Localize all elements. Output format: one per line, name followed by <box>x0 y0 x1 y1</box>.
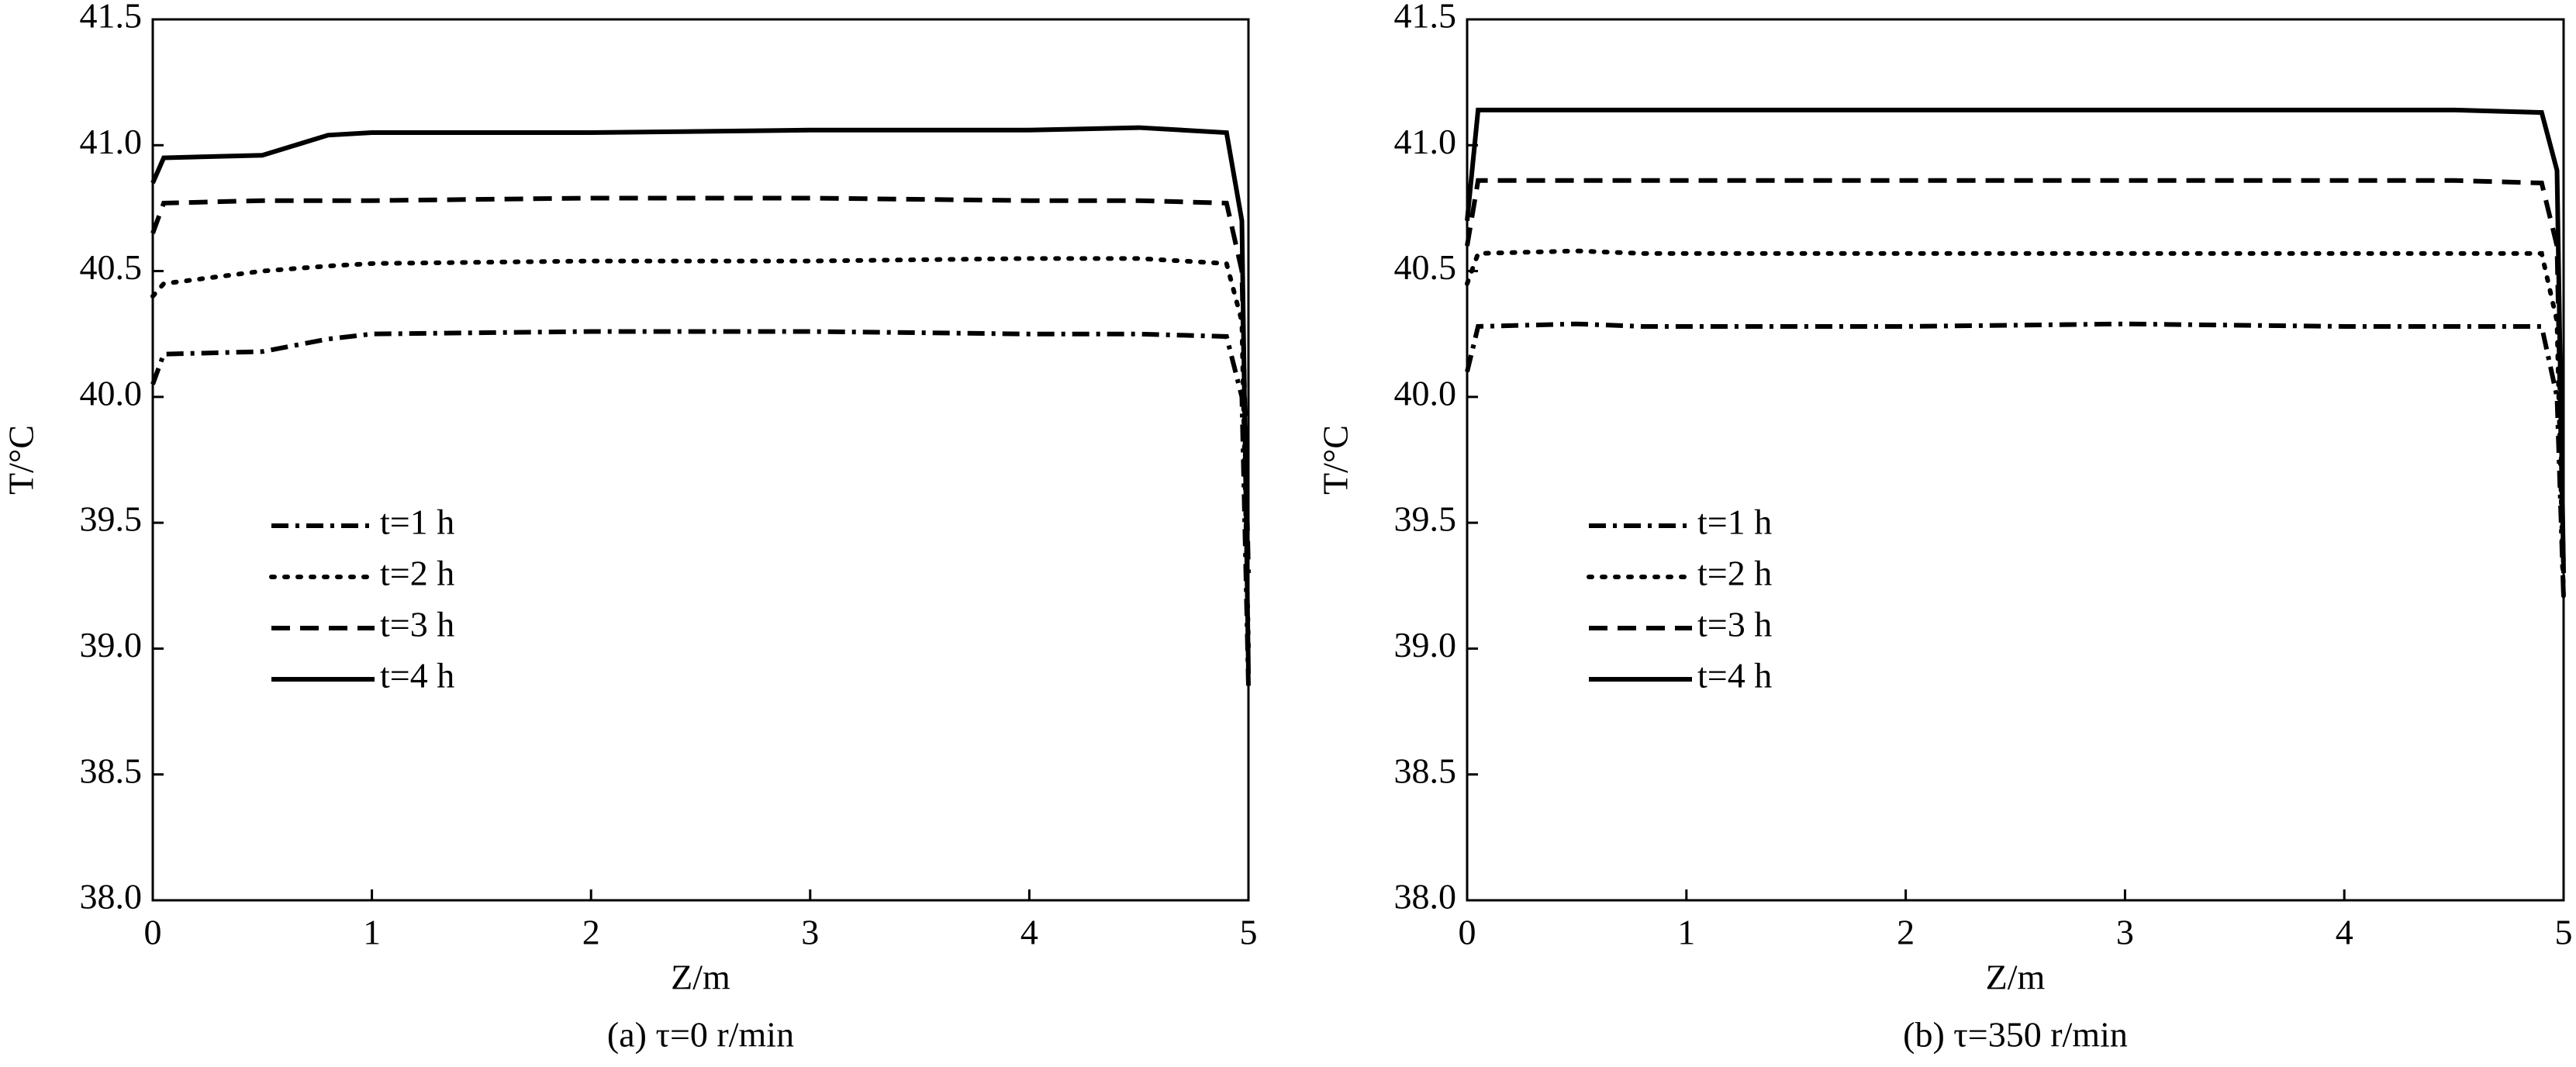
y-tick-label: 40.5 <box>80 247 143 287</box>
x-tick-label: 3 <box>801 913 819 952</box>
y-tick-label: 38.0 <box>80 877 143 917</box>
legend-label: t=3 h <box>380 605 454 644</box>
series-line <box>150 195 1251 574</box>
x-tick-label: 5 <box>2555 913 2573 952</box>
series-line <box>150 256 1251 651</box>
x-tick-label: 2 <box>1897 913 1915 952</box>
y-tick-label: 39.0 <box>1394 625 1457 665</box>
x-tick-label: 0 <box>1459 913 1476 952</box>
x-axis-label: Z/m <box>1986 958 2046 997</box>
y-tick-label: 41.0 <box>1394 122 1457 161</box>
y-tick-label: 40.5 <box>1394 247 1457 287</box>
legend-label: t=2 h <box>380 554 454 593</box>
x-tick-label: 2 <box>582 913 600 952</box>
series-line <box>1465 178 2566 574</box>
plot-frame <box>151 18 1250 902</box>
y-tick-label: 41.0 <box>80 122 143 161</box>
plot-frame <box>1466 18 2565 902</box>
y-tick-label: 39.5 <box>80 499 143 539</box>
x-tick-label: 1 <box>1677 913 1695 952</box>
legend-label: t=1 h <box>380 502 454 542</box>
legend-label: t=1 h <box>1697 502 1772 542</box>
series-line <box>1465 107 2566 574</box>
series-line <box>1465 321 2566 599</box>
y-tick-label: 38.0 <box>1394 877 1457 917</box>
x-tick-label: 1 <box>363 913 381 952</box>
x-tick-label: 5 <box>1240 913 1258 952</box>
y-tick-label: 38.5 <box>80 751 143 790</box>
x-tick-label: 4 <box>2336 913 2353 952</box>
y-tick-label: 40.0 <box>80 373 143 413</box>
y-tick-label: 41.5 <box>80 0 143 36</box>
series-line <box>150 125 1251 674</box>
caption: (a) τ=0 r/min <box>607 1015 794 1055</box>
x-tick-label: 3 <box>2116 913 2134 952</box>
x-tick-label: 0 <box>144 913 162 952</box>
y-tick-label: 39.0 <box>80 625 143 665</box>
series-line <box>150 329 1251 687</box>
legend-label: t=4 h <box>380 656 454 696</box>
y-axis-label: T/°C <box>1316 425 1355 495</box>
y-tick-label: 41.5 <box>1394 0 1457 36</box>
legend-label: t=3 h <box>1697 605 1772 644</box>
x-axis-label: Z/m <box>671 958 730 997</box>
caption: (b) τ=350 r/min <box>1903 1015 2128 1055</box>
y-tick-label: 39.5 <box>1394 499 1457 539</box>
y-tick-label: 40.0 <box>1394 373 1457 413</box>
y-axis-label: T/°C <box>2 425 41 495</box>
x-tick-label: 4 <box>1020 913 1038 952</box>
series-line <box>1465 248 2566 601</box>
legend-label: t=2 h <box>1697 554 1772 593</box>
legend-label: t=4 h <box>1697 656 1772 696</box>
y-tick-label: 38.5 <box>1394 751 1457 790</box>
